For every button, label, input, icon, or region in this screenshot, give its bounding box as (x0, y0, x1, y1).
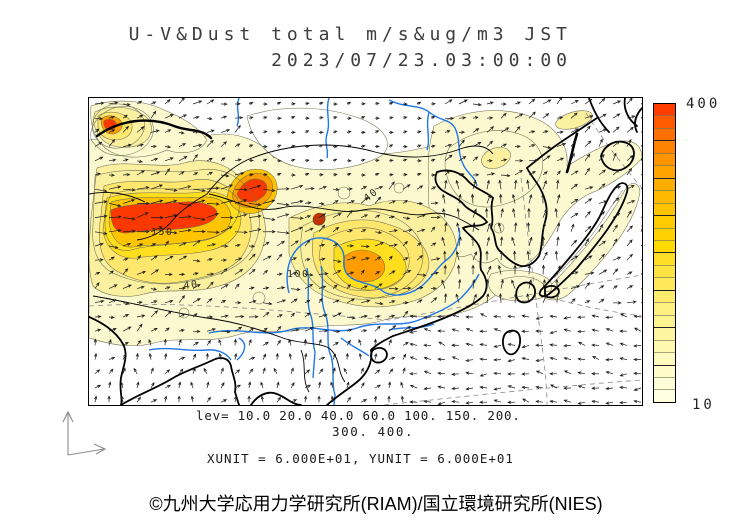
colorbar-segment (654, 339, 675, 353)
colorbar-segment (654, 227, 675, 240)
contour-label: 150 (151, 227, 174, 238)
rivers-layer (148, 98, 480, 405)
legend-levels-line2: 300. 400. (332, 424, 415, 439)
legend-units: XUNIT = 6.000E+01, YUNIT = 6.000E+01 (207, 451, 514, 466)
contour-label: 40 (183, 279, 199, 292)
figure-title: U-V&Dust total m/s&ug/m3 JST 2023/07/23.… (129, 24, 572, 71)
y-axis-arrow-icon (62, 410, 74, 455)
colorbar-segment (654, 277, 675, 290)
colorbar-segment (654, 104, 675, 116)
legend-levels-line1: lev= 10.0 20.0 40.0 60.0 100. 150. 200. (196, 408, 521, 423)
colorbar-segment (654, 215, 675, 228)
axes-indicator (62, 410, 107, 456)
colorbar-segment (654, 177, 675, 191)
colorbar-segment (654, 252, 675, 265)
wind-vector-layer (93, 98, 642, 405)
borders-layer (89, 144, 494, 393)
colorbar (653, 103, 676, 403)
colorbar-segment (654, 239, 675, 253)
contour-fill-layer (89, 100, 642, 346)
colorbar-segment (654, 389, 675, 402)
colorbar-segment (654, 202, 675, 216)
map-panel: 150 40 100 40 (88, 97, 643, 406)
colorbar-segment (654, 140, 675, 153)
colorbar-segment (654, 289, 675, 303)
colorbar-segment (654, 327, 675, 340)
colorbar-segment (654, 364, 675, 377)
coastline-layer (89, 98, 642, 405)
colorbar-segment (654, 314, 675, 328)
colorbar-segment (654, 127, 675, 141)
colorbar-segment (654, 152, 675, 166)
colorbar-segment (654, 376, 675, 390)
wind-arrows (93, 98, 642, 405)
colorbar-segment (654, 264, 675, 278)
contour-label: 100 (287, 269, 310, 280)
colorbar-segment (654, 302, 675, 315)
colorbar-segment (654, 165, 675, 178)
colorbar-max-label: 400 (686, 96, 721, 112)
colorbar-segment (654, 190, 675, 203)
x-axis-arrow-icon (67, 443, 107, 456)
title-datetime: 2023/07/23.03:00:00 (271, 50, 572, 71)
contour-line-layer (90, 103, 624, 319)
title-text: U-V&Dust total m/s&ug/m3 JST (128, 24, 572, 45)
copyright-text: ©九州大学応用力学研究所(RIAM)/国立環境研究所(NIES) (149, 494, 603, 514)
colorbar-segment (654, 352, 675, 365)
colorbar-segment (654, 115, 675, 128)
colorbar-min-label: 10 (692, 397, 715, 413)
